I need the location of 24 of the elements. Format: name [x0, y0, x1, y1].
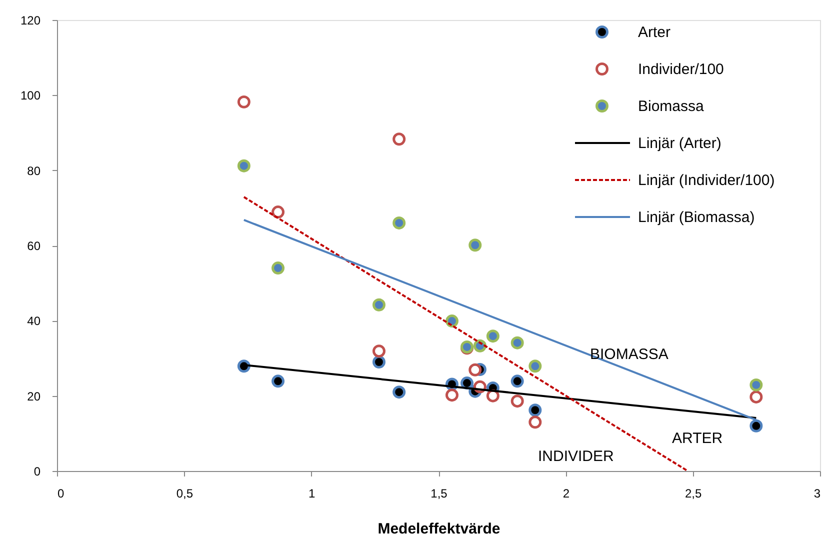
legend-label: Biomassa	[638, 98, 705, 115]
legend-label: Individer/100	[638, 61, 724, 78]
x-tick-label: 2	[562, 486, 570, 500]
legend-label: Arter	[638, 24, 671, 41]
y-tick-label: 80	[27, 164, 41, 178]
annotation: ARTER	[672, 430, 723, 447]
annotation: INDIVIDER	[538, 448, 614, 465]
x-tick-label: 0,5	[176, 486, 194, 500]
y-tick-label: 0	[34, 464, 41, 478]
y-tick-label: 100	[20, 88, 41, 103]
x-tick-label: 3	[814, 486, 821, 500]
y-tick-label: 120	[20, 14, 41, 28]
legend-label: Linjär (Biomassa)	[638, 209, 755, 226]
x-tick-label: 0	[58, 486, 64, 500]
x-tick-label: 1	[308, 486, 316, 500]
x-axis-title: Medeleffektvärde	[378, 520, 500, 538]
x-tick-label: 2,5	[684, 486, 702, 500]
y-tick-label: 20	[27, 389, 41, 404]
legend-label: Linjär (Arter)	[638, 135, 722, 152]
annotation: BIOMASSA	[590, 346, 668, 363]
x-tick-label: 1,5	[430, 486, 448, 500]
y-tick-label: 60	[27, 239, 41, 253]
y-tick-label: 40	[27, 314, 41, 328]
legend-label: Linjär (Individer/100)	[638, 172, 775, 189]
